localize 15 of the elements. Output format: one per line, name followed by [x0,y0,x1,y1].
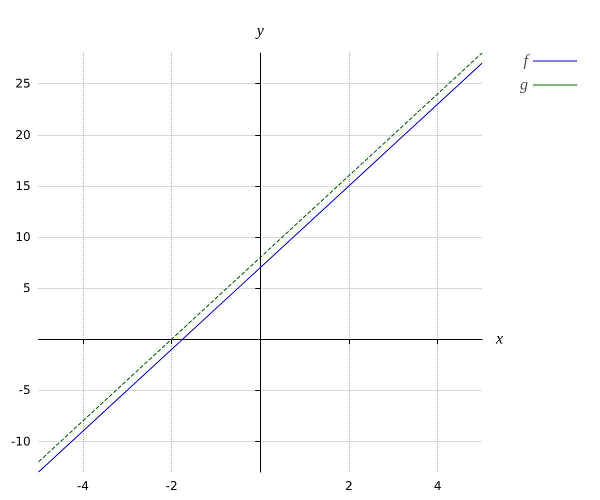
y-tick-label: 25 [15,76,31,91]
x-tick-label: -4 [76,479,89,493]
x-tick-label: -2 [166,479,178,493]
x-tick-label: 4 [434,479,442,493]
x-axis-title: x [495,330,504,348]
y-tick-label: 20 [15,128,31,142]
y-tick-label: 15 [15,178,31,193]
y-tick-label: -10 [10,434,31,448]
legend-label: g [520,76,528,94]
legend-label: f [524,52,531,70]
y-tick-label: 5 [22,281,31,296]
x-tick-label: 2 [345,479,353,493]
y-tick-label: 10 [15,230,31,244]
y-tick-label: -5 [18,383,31,398]
y-axis-title: y [254,22,265,40]
